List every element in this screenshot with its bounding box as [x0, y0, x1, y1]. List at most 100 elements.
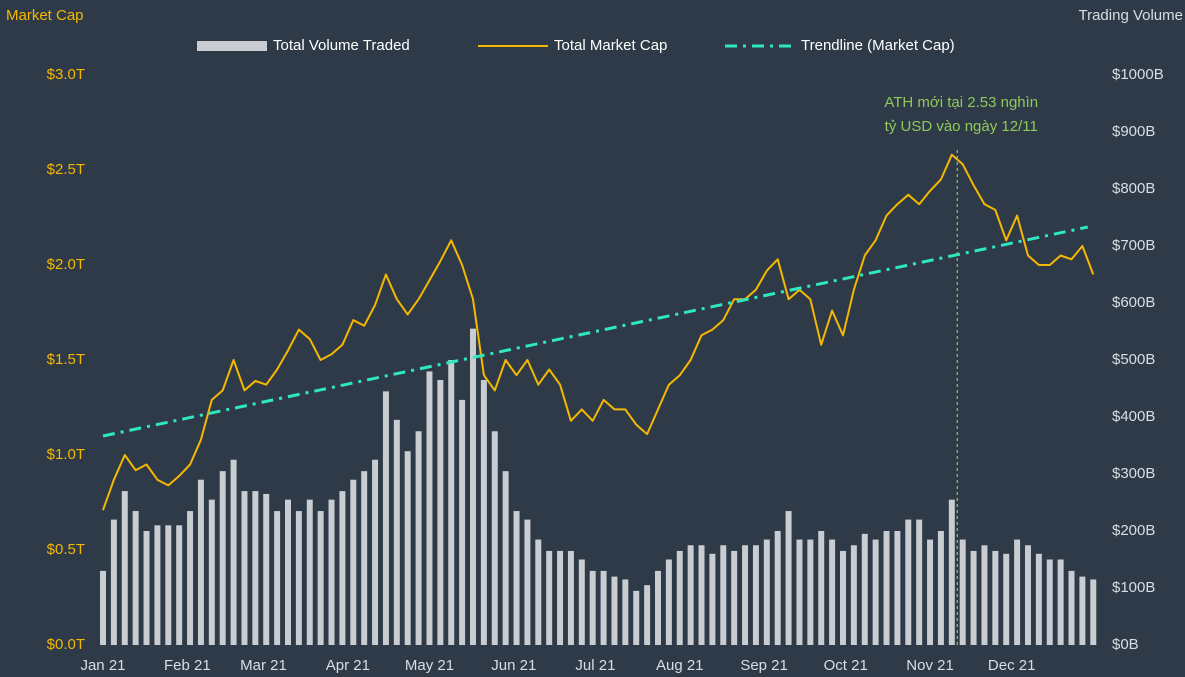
volume-bar — [872, 539, 879, 645]
volume-bar — [687, 545, 694, 645]
volume-bar — [676, 550, 683, 645]
volume-bar — [665, 559, 672, 645]
volume-bar — [513, 511, 520, 645]
volume-bar — [415, 431, 422, 645]
legend-label: Total Volume Traded — [273, 37, 410, 54]
volume-bar — [524, 519, 531, 645]
x-tick-label: Mar 21 — [240, 657, 287, 674]
volume-bar — [448, 360, 455, 645]
y2-tick-label: $0B — [1112, 636, 1139, 653]
y2-tick-label: $600B — [1112, 294, 1155, 311]
volume-bar — [578, 559, 585, 645]
x-tick-label: May 21 — [405, 657, 454, 674]
volume-bar — [927, 539, 934, 645]
legend-swatch — [197, 41, 267, 51]
volume-bar — [959, 539, 966, 645]
volume-bar — [382, 391, 389, 645]
y-tick-label: $0.5T — [47, 541, 85, 558]
annotation-text: tỷ USD vào ngày 12/11 — [885, 118, 1038, 135]
volume-bar — [970, 550, 977, 645]
volume-bar — [937, 531, 944, 645]
volume-bar — [1014, 539, 1021, 645]
volume-bar — [981, 545, 988, 645]
volume-bar — [393, 419, 400, 645]
volume-bar — [883, 531, 890, 645]
volume-bar — [752, 545, 759, 645]
volume-bar — [176, 525, 183, 645]
volume-bar — [295, 511, 302, 645]
volume-bar — [252, 491, 259, 645]
y2-tick-label: $1000B — [1112, 66, 1164, 83]
volume-bar — [197, 479, 204, 645]
volume-bar — [426, 371, 433, 645]
volume-bar — [720, 545, 727, 645]
volume-bar — [709, 553, 716, 645]
volume-bar — [459, 399, 466, 645]
volume-bar — [274, 511, 281, 645]
volume-bar — [731, 550, 738, 645]
x-tick-label: Jun 21 — [491, 657, 536, 674]
y2-tick-label: $200B — [1112, 522, 1155, 539]
volume-bar — [480, 379, 487, 645]
volume-bar — [121, 491, 128, 645]
volume-bar — [589, 570, 596, 645]
volume-bar — [470, 328, 476, 645]
volume-bar — [165, 525, 172, 645]
volume-bar — [818, 531, 825, 645]
volume-bar — [110, 519, 117, 645]
volume-bar — [829, 539, 836, 645]
volume-bar — [154, 525, 161, 645]
y2-tick-label: $100B — [1112, 579, 1155, 596]
volume-bar — [905, 519, 912, 645]
volume-bar — [437, 379, 444, 645]
volume-bar — [1035, 553, 1042, 645]
volume-bar — [263, 493, 270, 645]
volume-bar — [350, 479, 357, 645]
volume-bar — [807, 539, 814, 645]
volume-bar — [1057, 559, 1064, 645]
volume-bar — [1046, 559, 1053, 645]
volume-bar — [285, 499, 291, 645]
y2-axis-title: Trading Volume — [1078, 7, 1183, 24]
volume-bar — [796, 539, 803, 645]
volume-bar — [567, 550, 574, 645]
volume-bar — [372, 459, 379, 645]
market-cap-line — [102, 153, 1095, 511]
volume-bar — [230, 459, 237, 645]
y-tick-label: $2.5T — [47, 161, 85, 178]
volume-bar — [894, 531, 901, 645]
volume-bar — [992, 550, 999, 645]
y2-tick-label: $500B — [1112, 351, 1155, 368]
volume-bar — [339, 491, 346, 645]
volume-bar — [317, 511, 324, 645]
volume-bar — [622, 579, 629, 645]
volume-bar — [328, 499, 335, 645]
x-tick-label: Oct 21 — [824, 657, 868, 674]
y2-tick-label: $900B — [1112, 123, 1155, 140]
x-tick-label: Jul 21 — [575, 657, 615, 674]
y-tick-label: $0.0T — [47, 636, 85, 653]
y2-tick-label: $400B — [1112, 408, 1155, 425]
volume-bar — [502, 471, 509, 645]
x-tick-label: Jan 21 — [80, 657, 125, 674]
volume-bar — [742, 545, 749, 645]
y2-tick-label: $700B — [1112, 237, 1155, 254]
x-tick-label: Dec 21 — [988, 657, 1036, 674]
x-tick-label: Apr 21 — [326, 657, 370, 674]
volume-bar — [611, 576, 618, 645]
y-tick-label: $2.0T — [47, 256, 85, 273]
volume-bar — [654, 570, 661, 645]
y2-tick-label: $800B — [1112, 180, 1155, 197]
volume-bar — [1068, 570, 1075, 645]
legend-label: Trendline (Market Cap) — [801, 37, 955, 54]
volume-bar — [774, 531, 781, 645]
volume-bar — [763, 539, 770, 645]
volume-bar — [546, 550, 553, 645]
x-tick-label: Aug 21 — [656, 657, 704, 674]
volume-bar — [698, 545, 705, 645]
volume-bar — [535, 539, 542, 645]
x-tick-label: Nov 21 — [906, 657, 954, 674]
volume-bar — [404, 451, 411, 645]
